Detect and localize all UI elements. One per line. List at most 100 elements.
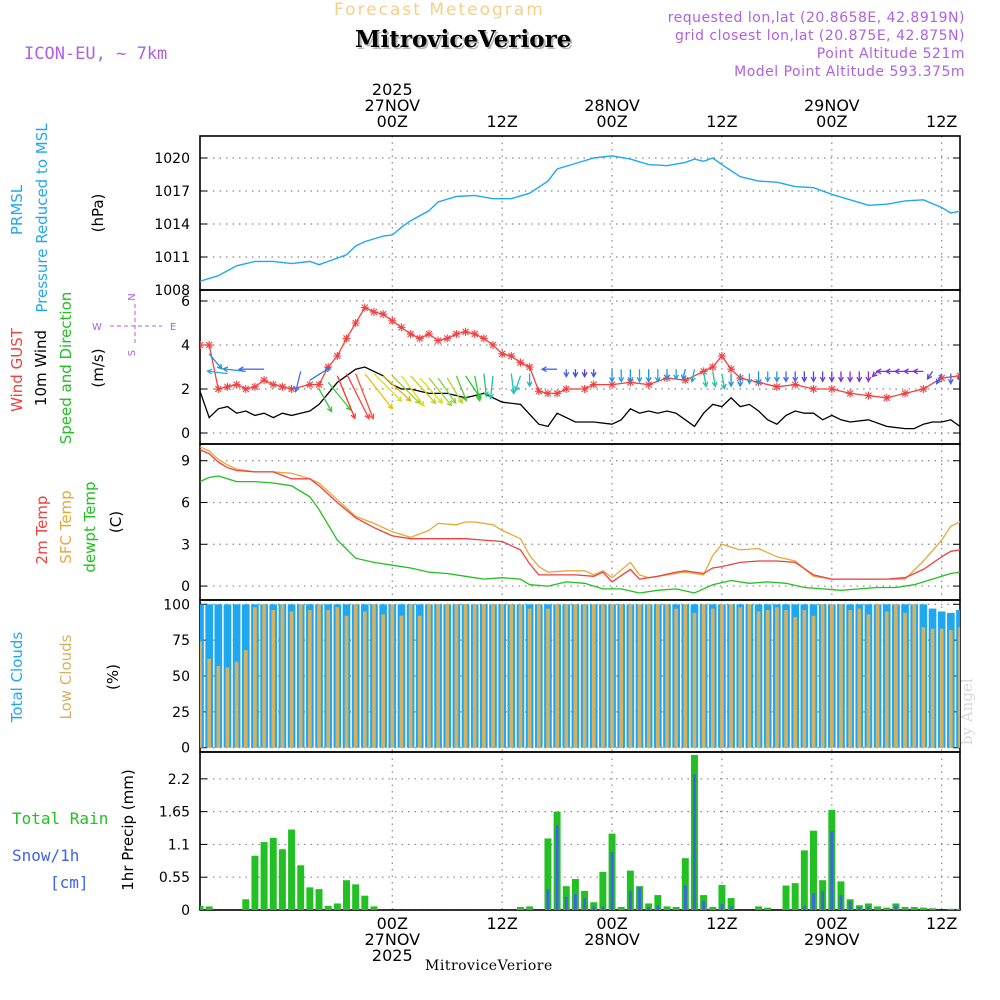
low-cloud-bar: [200, 641, 202, 748]
wind-vector-arrow: [581, 369, 588, 379]
gust-marker-d2: [883, 394, 891, 402]
temperature-ytick-label: 3: [181, 537, 190, 553]
low-cloud-bar: [976, 629, 980, 748]
rain-bar: [315, 889, 323, 910]
wind-vector-arrow: [720, 373, 727, 390]
wind-vector-shaft: [355, 373, 374, 419]
wind-vector-shaft: [309, 367, 331, 381]
wind-vector-head: [206, 368, 213, 375]
wind-vector-arrow: [783, 371, 789, 383]
wind-vector-shaft: [721, 373, 726, 389]
model-label: ICON-EU, ~ 7km: [24, 44, 168, 64]
low-cloud-bar: [665, 604, 669, 748]
rain-bar: [984, 901, 991, 910]
low-cloud-bar: [656, 604, 660, 748]
rain-bar: [993, 902, 1000, 910]
rain-bar: [333, 903, 341, 910]
wind-vector-arrow: [689, 369, 696, 384]
gust-marker-d2: [581, 385, 588, 393]
wind-vector-head: [609, 376, 615, 384]
wind-vector-head: [935, 378, 942, 385]
wind-vector-shaft: [419, 377, 443, 404]
low-cloud-bar: [216, 665, 221, 748]
wind-vector-arrow: [967, 371, 972, 381]
wind-vector-head: [387, 403, 394, 410]
gust-marker-d2: [498, 350, 506, 358]
wind-gust-marker: [919, 385, 928, 393]
wind-vector-shaft: [489, 375, 494, 399]
wind-vector-head: [884, 368, 891, 375]
low-cloud-bar: [482, 604, 486, 748]
rain-bar: [288, 829, 296, 910]
time-label-bottom: 12Z: [487, 914, 518, 933]
gust-marker-d2: [526, 363, 534, 371]
wind-vector-head: [581, 371, 588, 379]
low-cloud-bar: [436, 604, 440, 748]
wind-gust-marker: [580, 385, 589, 393]
low-cloud-bar: [949, 630, 953, 748]
wind-gust-marker: [443, 334, 452, 343]
low-cloud-bar: [857, 608, 862, 748]
wind-vector-arrow: [801, 371, 808, 383]
wind-vector-arrow: [437, 377, 457, 405]
low-cloud-bar: [784, 610, 788, 748]
wind-vector-head: [645, 376, 652, 384]
wind-vector-arrow: [200, 366, 201, 367]
rain-bar: [901, 907, 909, 910]
gust-marker-d2: [984, 388, 990, 394]
low-cloud-bar: [701, 604, 706, 748]
wind-vector-head: [563, 371, 570, 379]
pressure-label-prmsl: PRMSL: [8, 184, 26, 235]
gust-marker-d2: [398, 324, 405, 331]
wind-vector-arrow: [728, 373, 735, 388]
wind-gust-marker: [415, 334, 424, 343]
gust-marker-d2: [919, 385, 927, 393]
gust-marker-d2: [343, 335, 350, 342]
precip-frame: [199, 751, 961, 911]
gust-marker-d2: [471, 330, 479, 338]
rain-bar: [727, 898, 735, 910]
wind-ytick-label: 2: [181, 382, 190, 398]
wind-vector-arrow: [838, 371, 844, 383]
gust-marker-d2: [452, 330, 460, 338]
wind-vector-head: [720, 383, 727, 390]
snow-bar: [848, 901, 852, 910]
wind-gust-marker: [708, 363, 717, 371]
wind-vector-head: [801, 376, 808, 383]
low-cloud-bar: [372, 604, 376, 748]
wind-vector-head: [526, 381, 533, 388]
clouds-ytick-label: 25: [172, 705, 190, 721]
wind-gust-marker: [717, 352, 726, 360]
gust-marker-d2: [828, 385, 836, 393]
rain-bar: [269, 837, 277, 910]
low-cloud-bar: [802, 610, 807, 748]
gust-marker-d2: [507, 352, 515, 360]
low-cloud-bar: [500, 604, 504, 748]
wind-10m-line: [200, 366, 960, 430]
wind-vector-head: [430, 398, 437, 405]
time-label-bottom: 00Z: [377, 914, 408, 933]
wind-vector-shaft: [446, 377, 463, 404]
wind-vector-head: [737, 381, 744, 388]
low-cloud-bar: [811, 615, 816, 748]
rain-bar: [800, 850, 808, 910]
rain-bar: [874, 906, 882, 910]
snow-bar: [802, 905, 806, 910]
wind-gust-marker: [388, 316, 397, 325]
wind-vector-shaft: [702, 371, 707, 387]
wind-vector-head: [636, 376, 643, 384]
rain-bar: [626, 870, 634, 910]
low-cloud-bar: [601, 604, 605, 748]
time-label-top: 12Z: [706, 112, 737, 131]
time-label-top: 28NOV: [584, 96, 640, 115]
low-cloud-bar: [720, 604, 724, 748]
wind-vector-head: [326, 406, 333, 413]
wind-vector-shaft: [400, 375, 425, 407]
snow-bar: [610, 852, 614, 910]
low-cloud-bar: [995, 627, 999, 747]
rain-bar: [260, 842, 268, 910]
wind-vector-arrow: [680, 369, 687, 381]
low-cloud-bar: [298, 604, 303, 748]
compass-w: W: [92, 322, 102, 333]
rain-bar: [205, 906, 213, 910]
